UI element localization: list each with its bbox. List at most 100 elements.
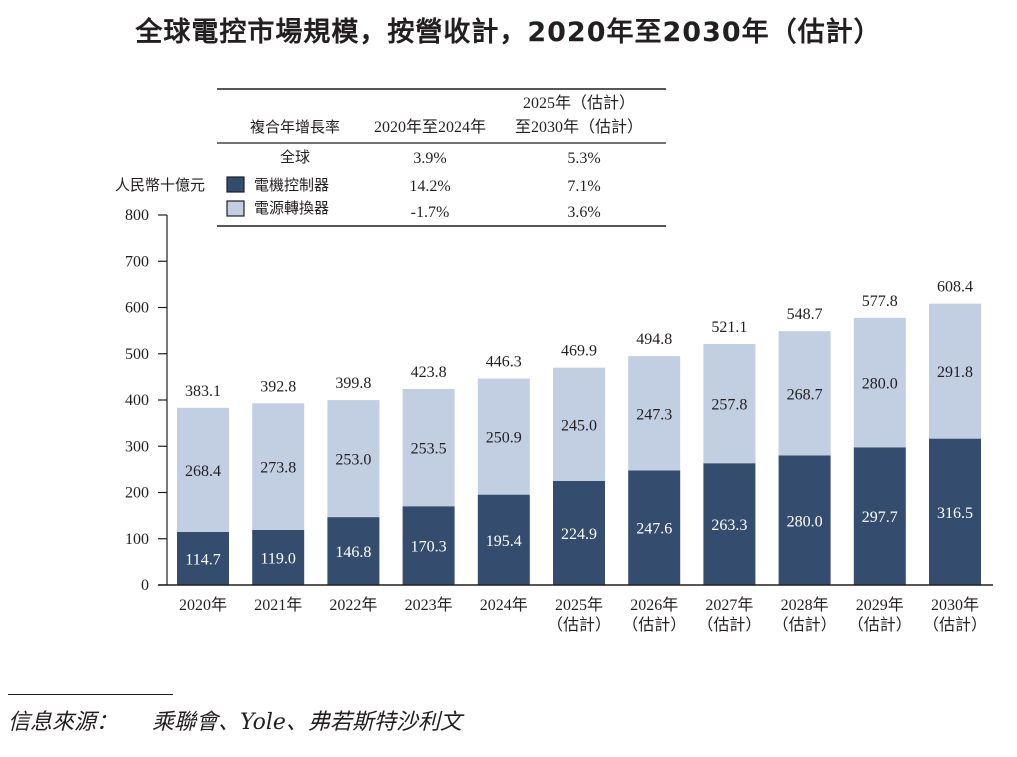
value-label-motor-controller: 316.5	[937, 505, 973, 522]
legend-header-period2-line2: 至2030年（估計）	[515, 118, 643, 136]
value-label-power-converter: 245.0	[561, 417, 597, 434]
legend-row-power-label: 電源轉換器	[254, 199, 329, 217]
legend-row-power-cagr2: 3.6%	[567, 204, 600, 221]
y-tick-label: 300	[125, 438, 149, 455]
legend-row-global-cagr1: 3.9%	[413, 150, 446, 167]
legend-row-power-cagr1: -1.7%	[411, 204, 450, 221]
source-label: 信息來源：	[8, 710, 119, 735]
value-label-power-converter: 247.3	[636, 406, 672, 423]
y-tick-label: 0	[141, 577, 149, 594]
value-label-motor-controller: 170.3	[411, 539, 447, 556]
cagr-legend-table: 複合年增長率 2020年至2024年 2025年（估計） 至2030年（估計） …	[217, 88, 666, 227]
value-label-power-converter: 273.8	[260, 460, 296, 477]
bar-segment-motor-controller	[477, 494, 530, 585]
x-axis: 2020年 2021年 2022年 2023年 2024年 2025年 （估計） 2026年 （…	[158, 584, 993, 634]
bar-segment-power-converter	[177, 407, 229, 532]
value-label-power-converter: 268.4	[185, 463, 221, 480]
x-tick-label: 2029年	[856, 596, 904, 614]
bar-segment-motor-controller	[628, 470, 681, 585]
legend-header-period1: 2020年至2024年	[374, 118, 486, 136]
value-label-power-converter: 280.0	[862, 376, 898, 393]
x-tick-label: 2025年	[555, 596, 603, 614]
x-tick-label: 2023年	[405, 596, 453, 614]
total-label: 469.9	[561, 343, 597, 360]
x-tick-label: 2022年	[329, 596, 377, 614]
bar-segment-motor-controller	[853, 447, 906, 585]
source-text: 乘聯會、Yole、弗若斯特沙利文	[152, 710, 462, 735]
x-tick-label: 2030年	[931, 596, 979, 614]
total-label: 577.8	[862, 293, 898, 310]
bar-segment-motor-controller	[402, 506, 455, 585]
x-tick-note: （估計）	[848, 616, 912, 634]
legend-row-global-cagr2: 5.3%	[567, 150, 600, 167]
legend-row-global-label: 全球	[280, 148, 310, 166]
total-label: 383.1	[185, 383, 221, 400]
x-tick-note: （估計）	[923, 616, 987, 634]
total-label: 392.8	[260, 378, 296, 395]
total-label: 608.4	[937, 279, 973, 296]
value-label-motor-controller: 297.7	[862, 509, 898, 526]
x-tick-label: 2026年	[630, 596, 678, 614]
x-tick-label: 2028年	[781, 596, 829, 614]
bar-segment-motor-controller	[327, 517, 380, 585]
bar-segment-power-converter	[853, 317, 906, 448]
x-tick-note: （估計）	[697, 616, 761, 634]
legend-row-motor-cagr2: 7.1%	[567, 178, 600, 195]
y-tick-label: 200	[125, 485, 149, 502]
bar-segment-power-converter	[252, 403, 305, 530]
value-label-motor-controller: 146.8	[335, 544, 371, 561]
bar-segment-power-converter	[778, 331, 831, 456]
x-tick-note: （估計）	[547, 616, 611, 634]
bar-segment-power-converter	[628, 356, 681, 471]
legend-row-motor-cagr1: 14.2%	[409, 178, 450, 195]
total-label: 399.8	[335, 375, 371, 392]
bar-segment-motor-controller	[929, 438, 981, 585]
value-label-power-converter: 268.7	[787, 386, 823, 403]
x-tick-note: （估計）	[773, 616, 837, 634]
bar-segment-power-converter	[402, 388, 455, 507]
bar-segment-motor-controller	[703, 463, 756, 585]
bar-segment-power-converter	[553, 367, 605, 481]
x-tick-label: 2027年	[705, 596, 753, 614]
bar-segment-motor-controller	[553, 480, 605, 585]
y-tick-label: 400	[125, 392, 149, 409]
source-divider	[8, 694, 173, 695]
y-axis: 0 100 200 300 400 500 600 700 800	[125, 207, 168, 594]
bar-segment-power-converter	[327, 400, 380, 518]
source-note: 信息來源： 乘聯會、Yole、弗若斯特沙利文	[8, 704, 462, 736]
chart-title: 全球電控市場規模，按營收計，2020年至2030年（估計）	[135, 17, 882, 48]
bars: 114.7 268.4 383.1 119.0 273.8 392.8 146.8 253.0…	[177, 279, 981, 585]
x-tick-label: 2024年	[480, 596, 528, 614]
value-label-motor-controller: 119.0	[260, 550, 295, 567]
bar-segment-motor-controller	[778, 455, 831, 585]
total-label: 494.8	[636, 331, 672, 348]
bar-segment-power-converter	[703, 343, 756, 464]
legend-header-period2-line1: 2025年（估計）	[523, 94, 635, 112]
bar-segment-motor-controller	[252, 529, 305, 585]
value-label-motor-controller: 114.7	[185, 551, 220, 568]
bar-segment-motor-controller	[177, 531, 229, 585]
y-tick-label: 800	[125, 207, 149, 224]
value-label-power-converter: 253.5	[411, 441, 447, 458]
value-label-motor-controller: 247.6	[636, 521, 672, 538]
legend-header-cagr: 複合年增長率	[250, 118, 340, 136]
value-label-power-converter: 291.8	[937, 364, 973, 381]
total-label: 423.8	[411, 364, 447, 381]
bar-segment-power-converter	[929, 303, 981, 439]
y-tick-label: 100	[125, 531, 149, 548]
value-label-motor-controller: 224.9	[561, 526, 597, 543]
legend-swatch-power-converter	[226, 200, 245, 217]
value-label-motor-controller: 195.4	[486, 533, 522, 550]
total-label: 521.1	[711, 319, 747, 336]
x-tick-label: 2020年	[179, 596, 227, 614]
value-label-power-converter: 257.8	[711, 397, 747, 414]
y-tick-label: 700	[125, 253, 149, 270]
value-label-power-converter: 253.0	[335, 452, 371, 469]
y-tick-label: 500	[125, 346, 149, 363]
value-label-motor-controller: 280.0	[787, 513, 823, 530]
bar-segment-power-converter	[477, 378, 530, 495]
x-tick-label: 2021年	[254, 596, 302, 614]
legend-row-motor-label: 電機控制器	[254, 176, 329, 194]
x-tick-note: （估計）	[622, 616, 686, 634]
